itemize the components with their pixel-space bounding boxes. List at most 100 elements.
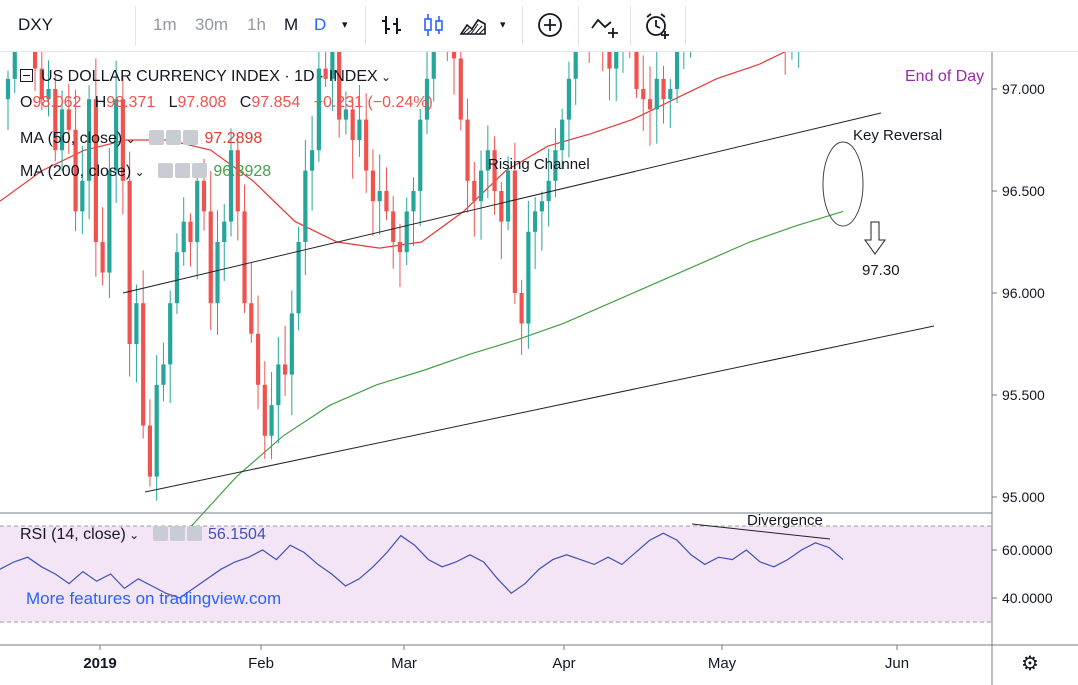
end-of-day-label: End of Day: [905, 68, 985, 85]
ma200-line: [189, 210, 844, 529]
candle-body: [668, 89, 673, 100]
close-icon[interactable]: [183, 130, 198, 145]
close-icon[interactable]: [186, 526, 202, 541]
top-toolbar: DXY 1m 30m 1h M D ▾ ▾: [0, 0, 1078, 52]
candle-body: [188, 221, 193, 242]
candle-body: [411, 191, 416, 212]
candle-body: [377, 191, 382, 202]
divergence-line: [691, 523, 831, 540]
interval-1m-button[interactable]: 1m: [153, 15, 177, 34]
ma50-value: 97.2898: [204, 130, 263, 147]
candle-body: [566, 78, 572, 120]
interval-dropdown-caret-icon[interactable]: ▾: [342, 19, 348, 31]
candle-body: [370, 170, 376, 202]
collapse-icon[interactable]: [20, 69, 33, 82]
candle-body: [472, 180, 477, 202]
candle-body: [154, 384, 159, 477]
candle-body: [296, 242, 301, 314]
candle-body: [107, 170, 112, 273]
close-icon[interactable]: [191, 163, 207, 178]
rsi-legend[interactable]: RSI (14, close) ⌄ 56.1504: [20, 526, 266, 544]
chart-axes: 99.00098.50098.00097.50097.00096.50096.0…: [0, 52, 1078, 685]
candle-body: [553, 150, 558, 181]
toolbar-divider: [578, 6, 579, 46]
settings-icon[interactable]: [174, 163, 190, 178]
chart-style-dropdown-caret-icon[interactable]: ▾: [500, 19, 506, 31]
interval-1h-button[interactable]: 1h: [247, 15, 266, 34]
close-value: 97.854: [251, 94, 301, 111]
candle-body: [519, 293, 524, 324]
candle-body: [120, 99, 125, 181]
open-label: O: [20, 94, 33, 111]
compare-icon[interactable]: [590, 10, 620, 40]
chevron-down-icon[interactable]: ⌄: [122, 132, 136, 146]
price-tick-label: 95.500: [1002, 387, 1045, 403]
candle-body: [465, 119, 470, 181]
candle-body: [384, 191, 389, 212]
candle-style-icon[interactable]: [418, 10, 448, 40]
candle-body: [249, 303, 254, 334]
candle-body: [674, 52, 680, 89]
ma50-legend[interactable]: MA (50, close) ⌄ 97.2898: [20, 130, 262, 148]
rsi-band: [0, 525, 992, 623]
time-tick-label: Apr: [552, 655, 575, 672]
symbol-search-button[interactable]: DXY: [18, 15, 53, 34]
rsi-label: RSI (14, close): [20, 526, 126, 543]
settings-icon[interactable]: [169, 526, 185, 541]
candle-body: [478, 170, 484, 202]
price-chart[interactable]: 97.854 Rising Channel Key Reversal 97.30 Div…: [0, 52, 1078, 685]
candle-body: [134, 303, 139, 344]
visibility-icon[interactable]: [152, 526, 168, 541]
candle-body: [526, 231, 531, 324]
rsi-series: [0, 532, 844, 599]
candle-body: [397, 242, 403, 253]
candle-body: [276, 364, 281, 406]
candle-body: [560, 119, 565, 151]
ohlc-row: O98.062 H98.371 L97.808 C97.854 −0.231 (…: [20, 94, 433, 112]
chevron-down-icon[interactable]: ⌄: [125, 528, 140, 542]
add-indicator-icon[interactable]: [535, 10, 565, 40]
chevron-down-icon[interactable]: ⌄: [377, 70, 392, 84]
low-label: L: [168, 94, 178, 111]
candle-body: [80, 180, 85, 212]
candle-body: [141, 303, 146, 426]
time-tick-label: Feb: [248, 655, 274, 672]
time-tick-label: May: [708, 655, 737, 672]
visibility-icon[interactable]: [149, 130, 164, 145]
candle-body: [533, 211, 538, 232]
ma200-value: 96.3928: [213, 163, 272, 180]
candle-body: [343, 109, 348, 120]
candle-body: [127, 180, 132, 344]
open-value: 98.062: [32, 94, 82, 111]
candle-body: [46, 89, 51, 100]
tradingview-watermark-link[interactable]: More features on tradingview.com: [26, 589, 282, 608]
ma200-label: MA (200, close): [20, 163, 132, 180]
interval-30m-button[interactable]: 30m: [195, 15, 229, 34]
gear-icon[interactable]: ⚙: [1021, 653, 1039, 675]
candle-body: [289, 313, 294, 375]
candle-body: [506, 170, 511, 222]
candle-body: [100, 242, 105, 273]
bar-style-icon[interactable]: [377, 10, 407, 40]
chevron-down-icon[interactable]: ⌄: [131, 165, 145, 179]
candle-body: [654, 78, 659, 110]
candle-body: [641, 89, 646, 100]
toolbar-divider: [365, 6, 366, 46]
candle-body: [404, 211, 409, 253]
interval-month-button[interactable]: M: [284, 15, 299, 34]
candle-body: [350, 109, 355, 140]
ma200-legend[interactable]: MA (200, close) ⌄ 96.3928: [20, 163, 271, 181]
settings-icon[interactable]: [166, 130, 181, 145]
divergence-label: Divergence: [747, 512, 823, 529]
candle-body: [181, 221, 186, 253]
price-tick-label: 97.000: [1002, 81, 1045, 97]
area-style-icon[interactable]: [458, 10, 488, 40]
candle-body: [337, 52, 342, 120]
rsi-line: [0, 532, 844, 599]
alert-icon[interactable]: [642, 10, 672, 40]
candle-body: [485, 150, 490, 171]
annotation-label: Rising Channel: [488, 156, 590, 173]
visibility-icon[interactable]: [157, 163, 173, 178]
ma50-line: [0, 52, 786, 249]
interval-day-button[interactable]: D: [314, 15, 327, 34]
